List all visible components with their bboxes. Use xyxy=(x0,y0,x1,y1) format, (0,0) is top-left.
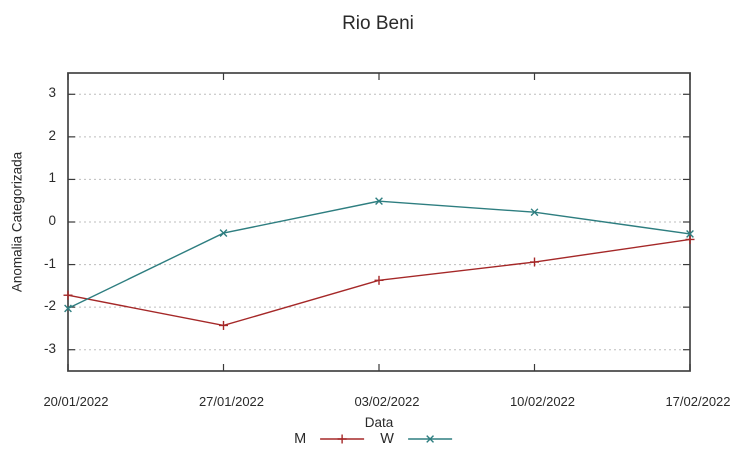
y-tick-label: 2 xyxy=(48,127,56,143)
y-tick-label: -2 xyxy=(43,298,56,314)
legend-item-M: M xyxy=(294,431,366,447)
cross-marker xyxy=(375,197,383,206)
x-tick-label: 20/01/2022 xyxy=(43,394,109,409)
y-tick-label: -3 xyxy=(43,340,56,356)
legend-item-W: W xyxy=(380,431,454,447)
y-tick-label: 3 xyxy=(48,85,56,101)
series-line-W xyxy=(67,200,691,310)
x-tick-label: 10/02/2022 xyxy=(509,394,576,409)
cross-marker xyxy=(425,435,434,443)
cross-marker xyxy=(530,208,539,217)
chart-title: Rio Beni xyxy=(342,13,414,34)
cross-marker xyxy=(219,229,228,237)
x-axis-label: Data xyxy=(364,415,394,430)
legend-cross-sample-icon xyxy=(407,435,452,443)
y-tick-label: 1 xyxy=(48,170,56,186)
x-tick-label: 27/01/2022 xyxy=(198,394,265,409)
cross-marker xyxy=(64,304,72,313)
legend-plus-sample-icon xyxy=(320,434,365,444)
x-tick-label: 03/02/2022 xyxy=(354,394,420,409)
cross-marker xyxy=(686,230,694,238)
x-tick-label: 17/02/2022 xyxy=(665,394,731,409)
legend-label: M xyxy=(294,431,307,447)
y-tick-label: -1 xyxy=(43,255,56,271)
legend-label: W xyxy=(380,431,394,447)
y-tick-label: 0 xyxy=(48,213,56,228)
